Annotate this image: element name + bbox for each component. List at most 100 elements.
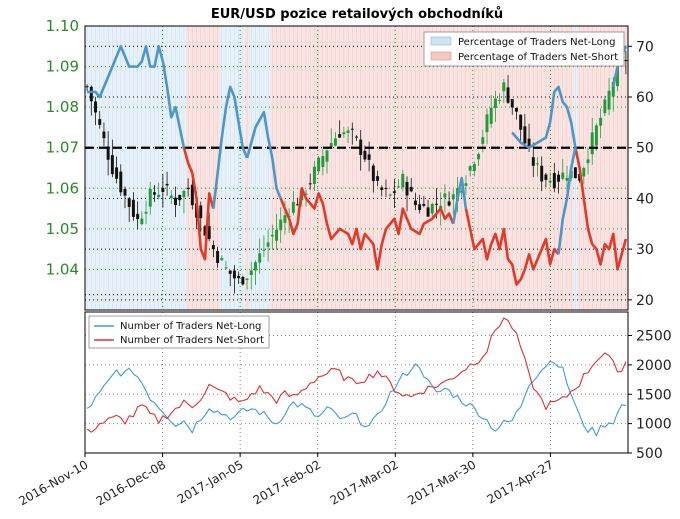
- price-candle-body: [249, 270, 253, 275]
- traders-tick-label: 1500: [636, 387, 672, 403]
- price-candle-body: [624, 60, 628, 62]
- price-candle-body: [270, 234, 274, 237]
- price-candle-body: [136, 213, 140, 220]
- net-short-percent-line: [574, 147, 628, 271]
- price-tick-label: 1.08: [46, 98, 79, 116]
- price-candle-body: [342, 132, 346, 135]
- date-tick-label: 2016-Dec-08: [94, 457, 168, 508]
- price-tick-label: 1.04: [46, 260, 79, 278]
- percent-tick-label: 40: [636, 191, 654, 207]
- price-candle-body: [291, 201, 295, 213]
- date-tick-label: 2017-Apr-27: [485, 457, 556, 506]
- price-candle-body: [325, 150, 329, 162]
- price-candle-body: [220, 257, 224, 261]
- price-candle-body: [472, 163, 476, 171]
- price-candle-body: [544, 174, 548, 180]
- price-candle-body: [317, 157, 321, 172]
- price-candle-body: [148, 189, 152, 207]
- price-candle-body: [245, 278, 249, 280]
- price-candle-body: [371, 165, 375, 182]
- price-candle-body: [333, 138, 337, 146]
- price-candle-body: [485, 114, 489, 133]
- price-candle-body: [140, 218, 144, 225]
- price-candle-body: [174, 197, 177, 206]
- price-tick-label: 1.10: [46, 17, 79, 35]
- net-long-percent-line: [557, 147, 577, 255]
- price-candle-body: [552, 172, 556, 189]
- price-candle-body: [376, 176, 380, 181]
- price-candle-body: [502, 82, 506, 92]
- price-candle-body: [110, 155, 114, 175]
- price-candle-body: [350, 128, 354, 130]
- price-candle-body: [89, 86, 93, 102]
- net-short-percent-line: [182, 147, 215, 261]
- price-candle-body: [397, 186, 401, 188]
- price-candle-body: [355, 136, 358, 138]
- chart-title: EUR/USD pozice retailových obchodníků: [211, 7, 503, 22]
- legend-swatch-net-short: [430, 51, 452, 61]
- price-candle-body: [169, 195, 173, 199]
- price-candle-body: [237, 275, 241, 279]
- price-candle-body: [131, 199, 135, 217]
- price-candle-body: [573, 167, 577, 179]
- price-candle-body: [258, 253, 262, 263]
- price-candle-body: [119, 171, 123, 193]
- price-candle-body: [144, 211, 148, 214]
- price-candle-body: [203, 226, 207, 236]
- percent-tick-label: 70: [636, 39, 654, 55]
- price-candle-body: [594, 125, 598, 146]
- price-candle-body: [493, 98, 497, 108]
- legend-swatch-net-long: [430, 36, 452, 46]
- price-tick-label: 1.05: [46, 220, 79, 238]
- traders-panel: 500 1000 1500 2000 2500 2016-Nov-10 2016-Dec-…: [16, 311, 672, 508]
- price-candle-body: [224, 267, 228, 269]
- price-candle-body: [161, 187, 165, 193]
- legend-label-net-long-pct: Percentage of Traders Net-Long: [458, 37, 616, 48]
- price-candle-body: [279, 219, 283, 231]
- price-candle-body: [190, 184, 194, 206]
- price-candle-body: [468, 166, 472, 171]
- price-candle-body: [380, 187, 384, 191]
- price-candle-body: [536, 163, 539, 165]
- percent-tick-label: 20: [636, 293, 654, 309]
- price-candle-body: [228, 270, 232, 274]
- price-candle-body: [312, 166, 316, 185]
- price-candle-body: [262, 249, 266, 251]
- net-long-percent-line: [212, 85, 249, 209]
- price-candle-body: [590, 132, 594, 155]
- bottom-legend: Number of Traders Net-Long Number of Tra…: [88, 315, 270, 349]
- percent-tick-label: 60: [636, 90, 654, 106]
- price-candle-body: [401, 173, 405, 188]
- legend-label-net-long-count: Number of Traders Net-Long: [120, 321, 261, 332]
- price-candle-body: [216, 250, 220, 263]
- price-candle-body: [388, 194, 392, 196]
- price-candle-body: [232, 270, 236, 279]
- price-candle-body: [481, 137, 485, 144]
- price-candle-body: [514, 107, 518, 112]
- price-candle-body: [409, 186, 413, 192]
- price-candle-body: [561, 172, 565, 179]
- price-candle-body: [603, 99, 607, 114]
- price-candle-body: [152, 192, 156, 195]
- price-candle-body: [548, 180, 552, 183]
- price-candle-body: [451, 194, 455, 200]
- price-candle-body: [527, 138, 531, 149]
- price-candle-body: [321, 156, 325, 167]
- traders-tick-label: 500: [636, 446, 663, 462]
- price-candle-body: [430, 203, 434, 214]
- price-candle-body: [165, 183, 169, 186]
- date-tick-label: 2016-Nov-10: [16, 457, 90, 508]
- price-candle-body: [127, 198, 131, 207]
- price-candle-body: [94, 101, 97, 113]
- price-tick-label: 1.07: [46, 139, 79, 157]
- price-candle-body: [557, 174, 561, 182]
- price-panel: 1.04 1.05 1.06 1.07 1.08 1.09 1.10 20 30 40 50 60 7…: [46, 17, 654, 311]
- price-candle-body: [338, 134, 342, 138]
- price-candle-body: [519, 114, 523, 130]
- price-panel-frame: [84, 25, 629, 311]
- price-candle-body: [182, 190, 186, 198]
- net-short-percent-line: [279, 187, 455, 271]
- percent-tick-label: 50: [636, 141, 654, 157]
- traders-tick-label: 1000: [636, 417, 672, 433]
